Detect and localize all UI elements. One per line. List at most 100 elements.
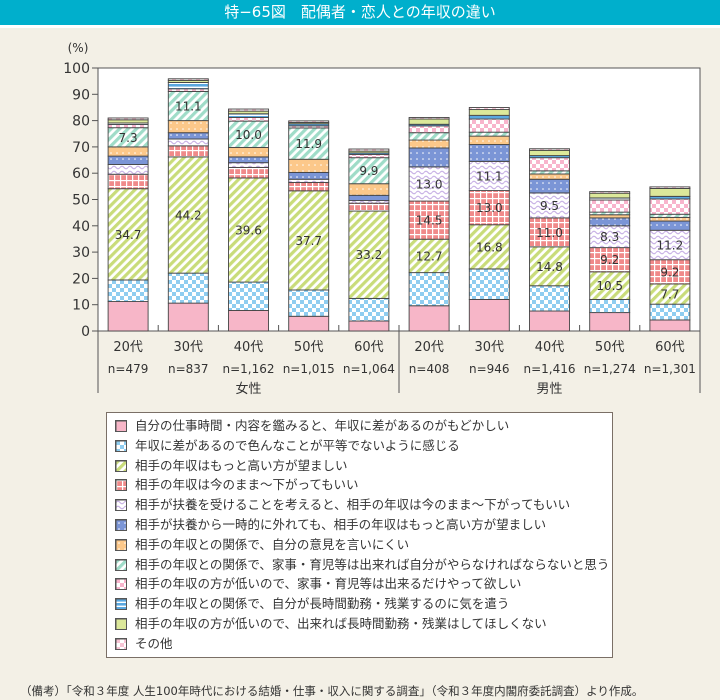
y-axis-label: (%) bbox=[68, 41, 89, 55]
legend-swatch bbox=[115, 459, 127, 472]
legend: 自分の仕事時間・内容を鑑みると、年収に差があるのがもどかしい 年収に差があるので色… bbox=[106, 412, 613, 658]
bar-segment bbox=[228, 156, 269, 164]
bar-segment bbox=[228, 177, 269, 283]
bar-segment bbox=[288, 178, 330, 183]
data-label: 11.1 bbox=[476, 169, 503, 183]
bar-segment bbox=[348, 154, 390, 159]
bar-segment bbox=[408, 116, 450, 120]
y-tick-label: 0 bbox=[81, 324, 90, 340]
y-tick-label: 60 bbox=[72, 166, 90, 182]
bar-segment bbox=[107, 301, 149, 332]
bar-segment bbox=[167, 82, 209, 90]
x-tick-label: 50代 bbox=[595, 340, 625, 355]
bar-segment bbox=[228, 281, 269, 311]
data-label: 10.0 bbox=[235, 128, 262, 142]
bar-segment bbox=[589, 191, 631, 194]
data-label: 11.9 bbox=[295, 137, 322, 151]
bar-segment bbox=[529, 149, 570, 157]
bar-segment bbox=[107, 173, 149, 190]
x-tick-label: 20代 bbox=[113, 340, 143, 355]
bar-segment bbox=[288, 158, 330, 173]
data-label: 11.0 bbox=[536, 226, 563, 240]
bar-segment bbox=[228, 162, 269, 168]
sample-size-label: n=479 bbox=[108, 362, 149, 376]
bar-segment bbox=[167, 272, 209, 304]
y-tick-label: 30 bbox=[72, 245, 90, 261]
data-label: 39.6 bbox=[235, 224, 262, 238]
bar-segment bbox=[649, 319, 691, 332]
bar-segment bbox=[649, 186, 691, 189]
data-label: 11.2 bbox=[657, 238, 684, 252]
bar-segment bbox=[408, 272, 450, 307]
bar-stack: 34.7 7.3 bbox=[107, 117, 149, 332]
data-label: 8.3 bbox=[600, 230, 619, 244]
bar-segment bbox=[288, 190, 330, 291]
legend-swatch bbox=[115, 479, 127, 492]
x-tick-label: 40代 bbox=[234, 340, 264, 355]
bar-stack: 33.2 9.9 bbox=[348, 148, 390, 332]
bar-segment bbox=[589, 247, 631, 273]
bar-segment bbox=[408, 139, 450, 149]
bar-segment bbox=[468, 114, 510, 120]
bar-segment bbox=[649, 220, 691, 231]
data-label: 9.9 bbox=[359, 164, 378, 178]
legend-swatch bbox=[115, 558, 127, 571]
bar-segment bbox=[348, 210, 390, 299]
y-tick-label: 100 bbox=[63, 61, 90, 77]
data-label: 10.5 bbox=[596, 279, 623, 293]
chart-title: 特−65図 配偶者・恋人との年収の違い bbox=[0, 0, 720, 25]
bar-segment bbox=[348, 183, 390, 196]
bar-segment bbox=[529, 157, 570, 172]
bar-segment bbox=[529, 173, 570, 180]
data-label: 9.2 bbox=[600, 253, 619, 267]
bar-segment bbox=[167, 138, 209, 147]
x-tick-label: 30代 bbox=[475, 340, 505, 355]
bar-segment bbox=[167, 132, 209, 140]
bar-segment bbox=[167, 120, 209, 134]
bar-segment bbox=[167, 302, 209, 332]
bar-segment bbox=[408, 305, 450, 332]
bar-segment bbox=[348, 297, 390, 322]
bar-segment bbox=[167, 90, 209, 122]
bar-segment bbox=[288, 127, 330, 160]
bar-segment bbox=[408, 125, 450, 134]
data-label: 13.0 bbox=[476, 201, 503, 215]
bar-segment bbox=[348, 202, 390, 212]
bar-segment bbox=[228, 116, 269, 122]
bar-segment bbox=[408, 132, 450, 141]
data-label: 11.1 bbox=[175, 100, 202, 114]
data-label: 44.2 bbox=[175, 209, 202, 223]
bar-segment bbox=[468, 109, 510, 116]
data-label: 9.5 bbox=[540, 199, 559, 213]
bar-segment bbox=[408, 238, 450, 274]
bar-segment bbox=[468, 298, 510, 332]
bar-stack: 39.6 10.0 bbox=[228, 108, 269, 332]
data-label: 16.8 bbox=[476, 240, 503, 254]
sample-size-label: n=1,274 bbox=[584, 362, 636, 376]
data-label: 7.3 bbox=[119, 131, 138, 145]
legend-label: 相手の年収の方が低いので、家事・育児等は出来るだけやって欲しい bbox=[135, 576, 522, 592]
bar-segment bbox=[649, 229, 691, 261]
bar-segment bbox=[468, 144, 510, 162]
bar-segment bbox=[228, 310, 269, 332]
bar-stack: 44.2 11.1 bbox=[167, 78, 209, 332]
bar-segment bbox=[468, 118, 510, 133]
bar-segment bbox=[589, 217, 631, 227]
y-tick-label: 80 bbox=[72, 114, 90, 130]
sample-size-label: n=1,015 bbox=[283, 362, 335, 376]
bar-segment bbox=[167, 156, 209, 274]
data-label: 37.7 bbox=[295, 234, 322, 248]
bar-segment bbox=[288, 171, 330, 180]
legend-label: 相手が扶養から一時的に外れても、相手の年収はもっと高い方が望ましい bbox=[135, 517, 547, 532]
legend-label: 相手の年収は今のまま〜下がってもいい bbox=[135, 477, 359, 493]
bar-segment bbox=[228, 113, 269, 118]
data-label: 9.2 bbox=[660, 265, 679, 279]
bar-segment bbox=[649, 303, 691, 321]
bar-stack: 14.8 11.0 9.5 bbox=[529, 148, 570, 332]
bar-segment bbox=[228, 166, 269, 179]
bar-segment bbox=[167, 78, 209, 81]
bar-segment bbox=[529, 310, 570, 332]
bar-segment bbox=[468, 190, 510, 226]
bar-segment bbox=[348, 320, 390, 332]
legend-label: その他 bbox=[135, 635, 173, 651]
